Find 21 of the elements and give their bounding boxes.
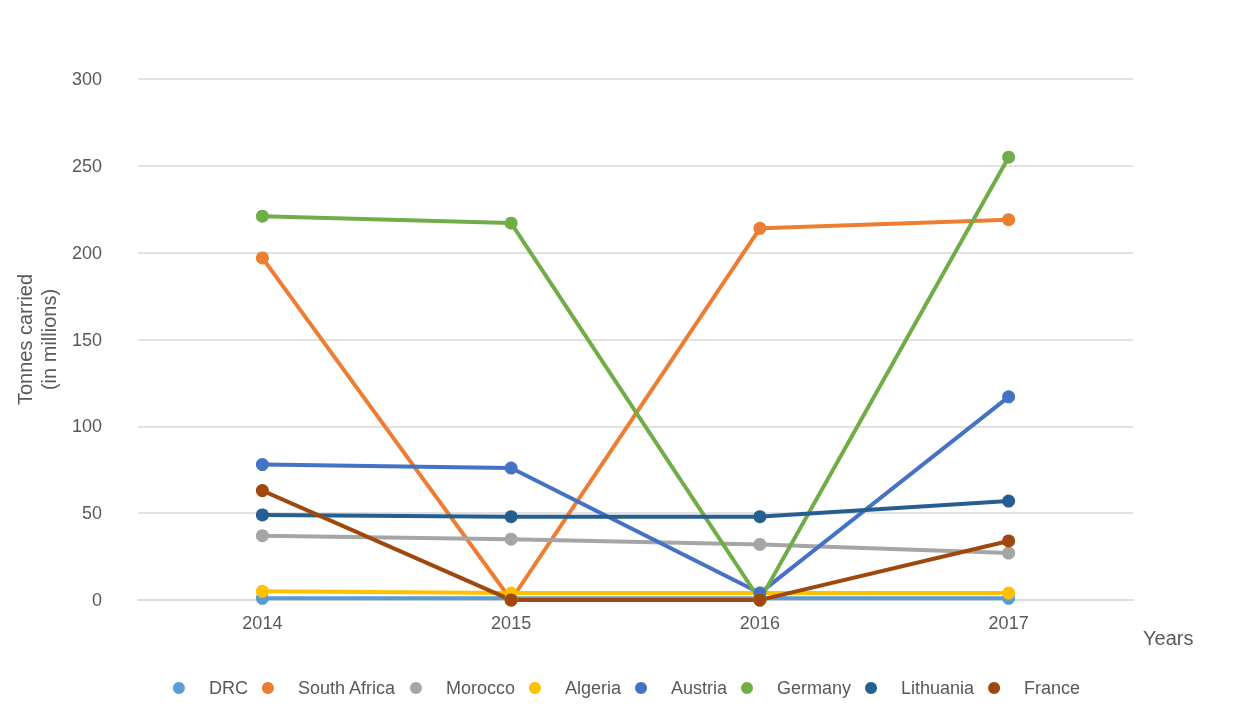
y-tick-label: 200 xyxy=(71,242,102,263)
x-tick-label: 2014 xyxy=(242,613,283,633)
legend-label: South Africa xyxy=(297,678,396,698)
legend-label: Germany xyxy=(777,678,852,698)
x-tick-label: 2017 xyxy=(988,613,1029,633)
y-axis-title: Tonnes carried (in millions) xyxy=(14,273,61,406)
y-tick-label: 0 xyxy=(91,590,102,610)
x-axis-title: Years xyxy=(1143,627,1194,649)
legend-label: Algeria xyxy=(564,678,622,698)
legend-label: Austria xyxy=(670,678,728,698)
x-tick-label: 2016 xyxy=(739,613,780,633)
y-tick-label: 100 xyxy=(71,416,102,437)
x-tick-label: 2015 xyxy=(491,613,532,633)
y-tick-label: 300 xyxy=(71,69,102,89)
legend-label: DRC xyxy=(208,678,248,698)
y-tick-label: 250 xyxy=(71,155,102,176)
legend-label: France xyxy=(1024,678,1081,698)
legend-label: Lithuania xyxy=(901,678,976,698)
legend-label: Morocco xyxy=(445,678,515,698)
y-tick-label: 50 xyxy=(81,503,102,524)
y-tick-label: 150 xyxy=(71,329,102,350)
